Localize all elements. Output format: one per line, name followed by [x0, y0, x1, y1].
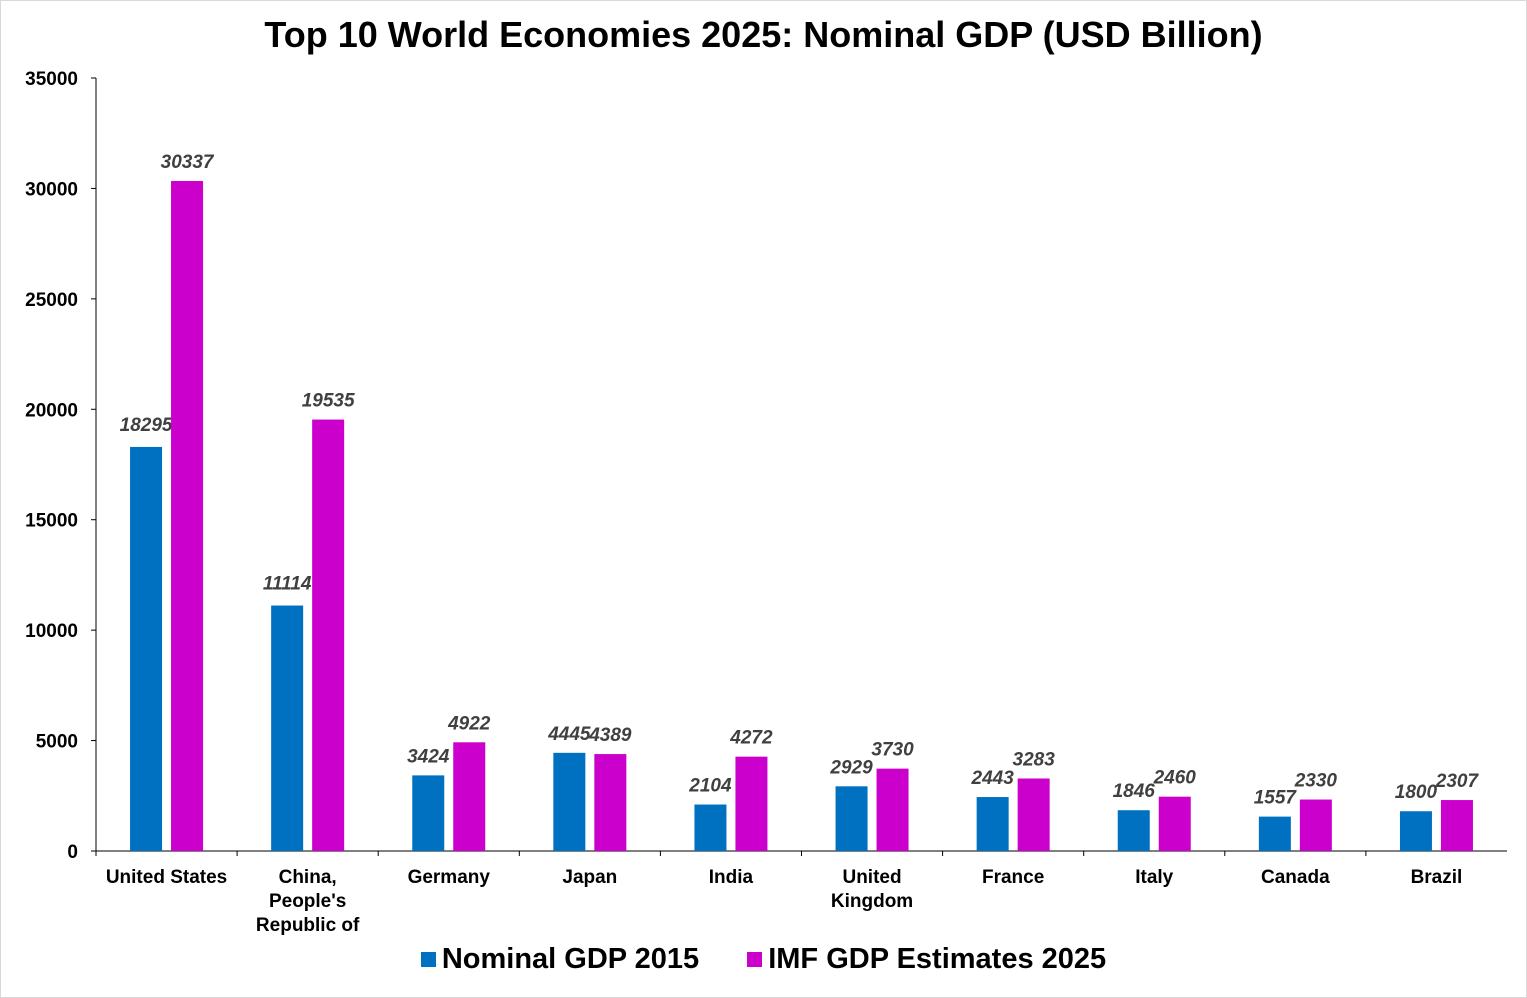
data-label: 4922 — [447, 713, 491, 734]
bar-2025 — [735, 756, 768, 851]
bar-2015 — [1399, 811, 1432, 851]
data-label: 2330 — [1294, 771, 1338, 792]
data-label: 1846 — [1113, 781, 1156, 802]
bar-2015 — [553, 752, 586, 851]
x-category-label: India — [709, 867, 754, 888]
x-category-label-line: Republic of — [256, 915, 360, 936]
bar-2015 — [130, 446, 163, 851]
bar-2025 — [1440, 800, 1473, 851]
x-category-label-line: Kingdom — [831, 891, 913, 912]
x-category-label-line: United — [842, 867, 901, 888]
data-label: 3730 — [871, 740, 914, 761]
x-category-label-line: Brazil — [1411, 867, 1463, 888]
legend-swatch-2015 — [420, 952, 436, 967]
x-category-label-line: India — [709, 867, 754, 888]
bar-2025 — [594, 754, 627, 851]
x-category-label-line: China, — [279, 867, 337, 888]
data-label: 3283 — [1013, 749, 1056, 770]
x-category-label: Japan — [562, 867, 617, 888]
y-tick-label: 25000 — [25, 290, 78, 311]
data-label: 1800 — [1395, 782, 1438, 803]
legend-swatch-2025 — [747, 952, 763, 967]
bar-2015 — [1117, 810, 1150, 851]
x-category-label: United Kingdom — [831, 867, 913, 912]
y-tick-label: 15000 — [25, 511, 78, 532]
legend-label-2025: IMF GDP Estimates 2025 — [768, 943, 1107, 975]
bar-2025 — [453, 742, 486, 851]
data-label: 2443 — [971, 768, 1015, 789]
x-category-label-line: Italy — [1135, 867, 1173, 888]
x-category-label: Germany — [408, 867, 491, 888]
data-label: 1557 — [1254, 788, 1298, 809]
bar-2025 — [1017, 778, 1050, 851]
bar-2015 — [271, 605, 304, 851]
data-label: 2460 — [1153, 768, 1197, 789]
bar-2025 — [1158, 796, 1191, 851]
bar-2015 — [412, 775, 445, 851]
data-label: 19535 — [302, 391, 355, 412]
y-tick-label: 5000 — [36, 732, 78, 753]
x-category-label-line: Japan — [562, 867, 617, 888]
y-tick-label: 0 — [67, 842, 78, 863]
legend: Nominal GDP 2015 IMF GDP Estimates 2025 — [0, 943, 1527, 976]
x-category-label: United States — [106, 867, 227, 888]
data-label: 11114 — [263, 574, 312, 595]
bar-2015 — [835, 786, 868, 851]
legend-label-2015: Nominal GDP 2015 — [441, 943, 700, 975]
bar-2015 — [694, 804, 727, 851]
bar-2015 — [1258, 816, 1291, 851]
x-category-label: Brazil — [1411, 867, 1463, 888]
bar-2025 — [312, 419, 345, 851]
bar-2015 — [976, 797, 1009, 851]
data-label: 3424 — [407, 746, 450, 767]
x-category-label-line: France — [982, 867, 1044, 888]
data-label: 4272 — [729, 728, 773, 749]
x-category-label: Italy — [1135, 867, 1173, 888]
data-label: 2929 — [829, 757, 873, 778]
y-tick-label: 20000 — [25, 400, 78, 421]
data-label: 2104 — [688, 776, 732, 797]
data-label: 30337 — [161, 152, 215, 173]
x-category-label: China, People's Republic of — [256, 867, 360, 936]
x-category-label-line: Germany — [408, 867, 491, 888]
chart-title: Top 10 World Economies 2025: Nominal GDP… — [264, 14, 1263, 55]
bar-2025 — [171, 180, 204, 851]
x-category-label-line: United States — [106, 867, 227, 888]
x-category-label: Canada — [1261, 867, 1330, 888]
x-category-label-line: People's — [269, 891, 346, 912]
bar-2025 — [1299, 799, 1332, 851]
x-category-label: France — [982, 867, 1044, 888]
y-tick-label: 30000 — [25, 179, 78, 200]
y-tick-label: 10000 — [25, 621, 78, 642]
legend-item-2015: Nominal GDP 2015 — [420, 943, 700, 976]
y-tick-label: 35000 — [25, 69, 78, 90]
data-label: 4389 — [588, 725, 632, 746]
data-label: 18295 — [120, 415, 173, 436]
x-category-label-line: Canada — [1261, 867, 1330, 888]
legend-item-2025: IMF GDP Estimates 2025 — [747, 943, 1106, 976]
data-label: 2307 — [1435, 771, 1480, 792]
bar-2025 — [876, 768, 909, 851]
data-label: 4445 — [547, 724, 591, 745]
